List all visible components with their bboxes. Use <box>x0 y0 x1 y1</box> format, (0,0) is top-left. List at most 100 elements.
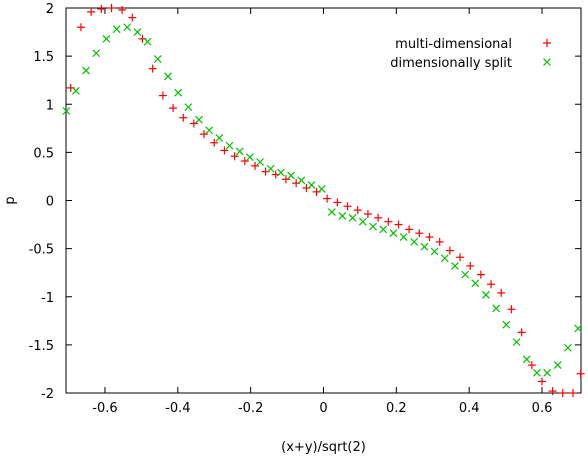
data-point-multi-dimensional <box>405 225 414 234</box>
data-point-multi-dimensional <box>333 198 342 207</box>
data-point-dimensionally-split <box>71 86 80 95</box>
data-point-dimensionally-split <box>205 126 214 135</box>
data-point-multi-dimensional <box>251 161 260 170</box>
data-point-multi-dimensional <box>466 261 475 270</box>
data-point-dimensionally-split <box>235 147 244 156</box>
data-point-dimensionally-split <box>225 141 234 150</box>
data-point-multi-dimensional <box>118 5 127 14</box>
data-point-multi-dimensional <box>487 280 496 289</box>
data-point-multi-dimensional <box>497 288 506 297</box>
data-points <box>62 4 585 397</box>
x-tick-label: -0.6 <box>92 401 117 416</box>
legend-marker-plus-glyph <box>543 39 551 47</box>
data-point-dimensionally-split <box>543 368 552 377</box>
data-point-multi-dimensional <box>415 229 424 238</box>
data-point-multi-dimensional <box>200 130 209 139</box>
data-point-multi-dimensional <box>189 119 198 128</box>
data-point-dimensionally-split <box>461 270 470 279</box>
data-point-dimensionally-split <box>256 158 265 166</box>
data-point-multi-dimensional <box>507 305 516 314</box>
data-point-dimensionally-split <box>502 320 511 329</box>
data-point-multi-dimensional <box>148 64 157 73</box>
y-tick-label: 0.5 <box>33 146 54 161</box>
data-point-multi-dimensional <box>76 23 85 32</box>
y-tick-label: 2 <box>46 2 54 17</box>
data-point-multi-dimensional <box>548 387 557 396</box>
x-tick-label: 0 <box>319 401 327 416</box>
data-point-dimensionally-split <box>389 229 398 238</box>
data-point-dimensionally-split <box>563 343 572 352</box>
data-point-dimensionally-split <box>369 222 377 231</box>
data-point-dimensionally-split <box>266 164 275 173</box>
data-point-dimensionally-split <box>327 208 336 216</box>
data-point-multi-dimensional <box>97 4 106 13</box>
legend: multi-dimensional dimensionally split <box>390 37 551 71</box>
data-point-dimensionally-split <box>102 34 111 43</box>
x-axis-ticks: -0.6 -0.4 -0.2 0 0.2 0.4 0.6 <box>92 8 552 416</box>
y-tick-label: 1 <box>46 98 54 113</box>
data-point-dimensionally-split <box>533 368 541 377</box>
data-point-multi-dimensional <box>476 270 485 279</box>
data-point-dimensionally-split <box>153 55 162 63</box>
y-tick-label: 0 <box>46 195 54 210</box>
data-point-dimensionally-split <box>451 262 459 270</box>
data-point-multi-dimensional <box>363 209 372 218</box>
data-point-multi-dimensional <box>353 206 362 215</box>
x-tick-label: -0.4 <box>165 401 190 416</box>
x-tick-label: 0.2 <box>386 401 407 416</box>
data-point-dimensionally-split <box>164 72 172 81</box>
data-point-multi-dimensional <box>517 328 526 337</box>
legend-marker-cross <box>543 58 551 66</box>
data-point-dimensionally-split <box>92 49 101 58</box>
data-point-multi-dimensional <box>374 213 383 222</box>
data-point-multi-dimensional <box>538 377 547 386</box>
x-tick-label: -0.2 <box>238 401 263 416</box>
data-point-dimensionally-split <box>112 25 121 34</box>
data-point-multi-dimensional <box>568 389 577 397</box>
y-tick-label: -2 <box>41 387 54 402</box>
data-point-multi-dimensional <box>281 175 290 184</box>
data-point-dimensionally-split <box>317 185 326 193</box>
data-point-multi-dimensional <box>179 113 188 122</box>
y-tick-label: 1.5 <box>33 50 54 65</box>
data-point-dimensionally-split <box>184 103 193 112</box>
data-point-dimensionally-split <box>379 225 388 234</box>
data-point-multi-dimensional <box>435 237 444 246</box>
data-point-multi-dimensional <box>456 253 465 262</box>
data-point-dimensionally-split <box>307 181 316 190</box>
x-tick-label: 0.6 <box>532 401 553 416</box>
y-axis-label: p <box>3 196 18 204</box>
data-point-dimensionally-split <box>215 134 224 142</box>
data-point-dimensionally-split <box>471 279 480 288</box>
data-point-multi-dimensional <box>558 389 567 397</box>
data-point-dimensionally-split <box>62 107 71 115</box>
data-point-dimensionally-split <box>82 66 90 75</box>
data-point-dimensionally-split <box>338 211 347 220</box>
data-point-multi-dimensional <box>323 194 332 203</box>
data-point-dimensionally-split <box>492 304 501 313</box>
data-point-multi-dimensional <box>394 220 403 229</box>
data-point-dimensionally-split <box>174 88 183 97</box>
data-point-multi-dimensional <box>220 146 229 155</box>
data-point-dimensionally-split <box>410 237 419 246</box>
data-point-multi-dimensional <box>230 152 239 161</box>
legend-label-dimensionally-split: dimensionally split <box>390 56 512 71</box>
data-point-dimensionally-split <box>276 168 285 177</box>
data-point-dimensionally-split <box>358 217 367 226</box>
data-point-dimensionally-split <box>123 23 132 32</box>
data-point-dimensionally-split <box>297 176 306 185</box>
data-point-dimensionally-split <box>440 254 449 263</box>
data-point-dimensionally-split <box>348 213 357 222</box>
y-tick-label: -0.5 <box>29 243 54 258</box>
data-point-dimensionally-split <box>399 233 408 241</box>
data-point-dimensionally-split <box>512 338 521 346</box>
data-point-dimensionally-split <box>420 242 429 251</box>
data-point-multi-dimensional <box>384 217 393 226</box>
data-point-multi-dimensional <box>128 13 137 22</box>
data-point-dimensionally-split <box>287 171 296 180</box>
x-axis-label: (x+y)/sqrt(2) <box>281 440 366 455</box>
x-tick-label: 0.4 <box>459 401 480 416</box>
data-point-multi-dimensional <box>445 246 454 255</box>
y-tick-label: -1.5 <box>29 339 54 354</box>
